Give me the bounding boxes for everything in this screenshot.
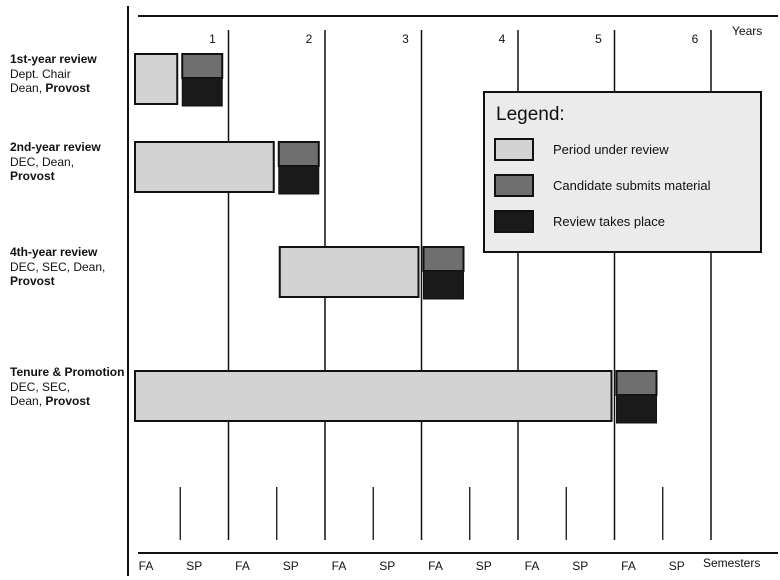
semester-label: SP [379, 559, 395, 573]
submit-material-block [422, 246, 465, 272]
semester-label: SP [283, 559, 299, 573]
year-number-label: 4 [499, 32, 506, 46]
semester-label: FA [332, 559, 347, 573]
year-number-label: 3 [402, 32, 409, 46]
review-label: 2nd-year review DEC, Dean, Provost [10, 140, 128, 183]
reviewers-line: Dean, Provost [10, 81, 128, 95]
submit-material-block [277, 141, 320, 167]
reviewers-line: Dean, Provost [10, 394, 128, 408]
reviewer-provost: Provost [45, 81, 91, 95]
review-period-bar [278, 246, 420, 298]
review-period-bar [134, 53, 179, 105]
years-axis-label: Years [732, 24, 762, 38]
semesters-axis-label: Semesters [703, 556, 760, 570]
review-label: Tenure & Promotion DEC, SEC, Dean, Provost [10, 365, 128, 408]
semester-label: SP [669, 559, 685, 573]
legend-box: Legend: Period under review Candidate su… [483, 91, 762, 253]
reviewers-line: DEC, SEC, Dean, [10, 260, 128, 274]
review-title: Tenure & Promotion [10, 365, 125, 379]
reviewer-provost: Provost [45, 394, 91, 408]
semester-label: FA [525, 559, 540, 573]
legend-label-submit: Candidate submits material [553, 178, 711, 193]
semester-label: FA [139, 559, 154, 573]
review-takes-place-block [181, 77, 223, 107]
reviewer-provost: Provost [10, 274, 55, 288]
review-label: 4th-year review DEC, SEC, Dean, Provost [10, 245, 128, 288]
reviewers-line: Provost [10, 169, 128, 183]
legend-swatch-period [494, 138, 534, 161]
reviewer-text: Dept. Chair [10, 67, 71, 81]
review-period-bar [134, 141, 275, 193]
review-label: 1st-year review Dept. Chair Dean, Provost [10, 52, 128, 95]
year-number-label: 6 [692, 32, 699, 46]
reviewer-text: DEC, Dean, [10, 155, 75, 169]
semester-label: FA [621, 559, 636, 573]
review-period-bar [134, 370, 613, 422]
legend-label-period: Period under review [553, 142, 669, 157]
review-title: 2nd-year review [10, 140, 101, 154]
legend-title: Legend: [496, 104, 565, 125]
semester-label: FA [235, 559, 250, 573]
review-title: 1st-year review [10, 52, 97, 66]
reviewers-line: Dept. Chair [10, 67, 128, 81]
reviewers-line: DEC, SEC, [10, 380, 128, 394]
reviewer-text: Dean, [10, 81, 46, 95]
reviewers-line: DEC, Dean, [10, 155, 128, 169]
submit-material-block [181, 53, 224, 79]
legend-swatch-submit [494, 174, 534, 197]
semester-label: FA [428, 559, 443, 573]
semester-label: SP [572, 559, 588, 573]
review-takes-place-block [278, 165, 320, 195]
semester-label: SP [476, 559, 492, 573]
reviewers-line: Provost [10, 274, 128, 288]
submit-material-block [615, 370, 658, 396]
legend-swatch-review [494, 210, 534, 233]
year-number-label: 5 [595, 32, 602, 46]
reviewer-text: Dean, [10, 394, 46, 408]
semester-label: SP [186, 559, 202, 573]
review-takes-place-block [423, 270, 464, 300]
reviewer-text: DEC, SEC, [10, 380, 71, 394]
reviewer-text: DEC, SEC, Dean, [10, 260, 106, 274]
review-takes-place-block [616, 394, 657, 424]
year-number-label: 2 [306, 32, 313, 46]
legend-label-review: Review takes place [553, 214, 665, 229]
reviewer-provost: Provost [10, 169, 55, 183]
year-number-label: 1 [209, 32, 216, 46]
review-title: 4th-year review [10, 245, 98, 259]
